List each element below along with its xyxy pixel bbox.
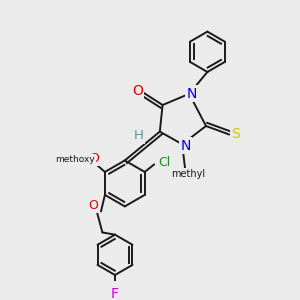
- Text: methyl: methyl: [171, 169, 205, 179]
- Text: Cl: Cl: [158, 157, 171, 169]
- Text: N: N: [186, 87, 197, 101]
- Text: O: O: [89, 152, 99, 165]
- Text: F: F: [111, 287, 119, 300]
- Text: O: O: [88, 199, 98, 212]
- Text: H: H: [134, 129, 144, 142]
- Text: methoxy: methoxy: [55, 155, 95, 164]
- Text: N: N: [180, 139, 191, 153]
- Text: S: S: [232, 128, 240, 141]
- Text: O: O: [132, 84, 143, 98]
